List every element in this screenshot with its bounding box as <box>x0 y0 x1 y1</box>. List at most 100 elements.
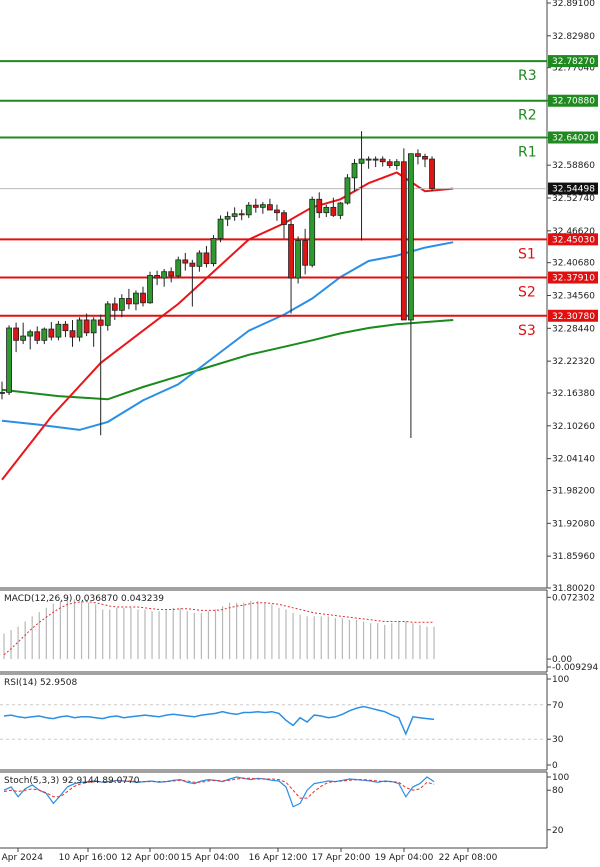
level-label-r3: R3 <box>518 68 537 84</box>
candle-bear <box>400 161 407 321</box>
candle-bull <box>337 202 344 216</box>
candle-bear <box>429 158 435 189</box>
ma-slow-line <box>1 319 454 401</box>
price-tick-label: 32.10260 <box>552 422 595 432</box>
price-tick-label: 32.28440 <box>552 324 595 334</box>
candle-bear <box>365 158 372 161</box>
candle-bull <box>344 177 351 204</box>
candle-bull <box>161 271 168 279</box>
candle-bear <box>422 155 428 160</box>
stoch-panel: 100 80 20 Stoch(5,3,3) 92.9144 89.0770 <box>0 771 569 849</box>
level-tag-r2 <box>548 94 598 107</box>
level-value-r1: 32.64020 <box>552 134 595 144</box>
level-label-r1: R1 <box>518 145 537 161</box>
current-price-tag <box>548 182 598 195</box>
candle-bull <box>358 158 365 164</box>
time-tick-label: 9 Apr 2024 <box>0 853 43 863</box>
candle-bull <box>295 240 302 279</box>
candle-bear <box>13 327 20 341</box>
ma-mid-line <box>1 241 454 431</box>
candle-bull <box>76 319 83 338</box>
macd-title: MACD(12,26,9) 0.036870 0.043239 <box>4 594 164 604</box>
candle-bear <box>316 198 323 214</box>
price-tick-label: 32.52740 <box>552 194 595 204</box>
candle-bear <box>415 153 421 157</box>
candle-bear <box>266 204 273 211</box>
price-tick-label: 32.82980 <box>552 32 595 42</box>
rsi-tick-label: 70 <box>552 701 564 711</box>
candle-bear <box>48 328 55 338</box>
candle-bull <box>175 259 182 277</box>
stoch-tick-label: 80 <box>552 786 564 796</box>
candle-bull <box>147 275 153 304</box>
rsi-title: RSI(14) 52.9508 <box>4 678 77 688</box>
candle-bear <box>140 292 146 304</box>
candle-bull <box>196 252 203 267</box>
time-tick-label: 22 Apr 08:00 <box>439 853 498 863</box>
candle-bear <box>302 240 309 266</box>
ma-fast-line <box>1 171 454 481</box>
candle-bear <box>111 303 118 311</box>
candle-bull <box>309 198 316 266</box>
time-tick-label: 16 Apr 12:00 <box>249 853 308 863</box>
time-tick-label: 10 Apr 16:00 <box>59 853 118 863</box>
level-tag-s1 <box>548 233 598 246</box>
level-tag-r3 <box>548 55 598 68</box>
rsi-line <box>3 705 435 736</box>
level-tag-s2 <box>548 271 598 284</box>
price-tick-label: 31.80020 <box>552 584 595 594</box>
candle-bear <box>379 158 386 163</box>
level-value-r3: 32.78270 <box>552 57 595 67</box>
candle-bear <box>203 252 210 265</box>
candle-bear <box>274 209 280 214</box>
level-value-s2: 32.37910 <box>552 274 595 284</box>
macd-tick-label: 0.00 <box>552 655 572 665</box>
rsi-tick-label: 30 <box>552 735 564 745</box>
candle-bear <box>154 275 161 279</box>
candle-bull <box>90 319 97 334</box>
candle-bear <box>182 259 189 264</box>
candle-bull <box>323 206 330 214</box>
rsi-tick-label: 0 <box>552 761 558 771</box>
candle-bear <box>386 161 393 166</box>
candle-bear <box>34 331 41 341</box>
level-label-s2: S2 <box>518 285 536 301</box>
candle-bull <box>27 331 34 337</box>
price-tick-label: 31.85960 <box>552 552 595 562</box>
candle-bear <box>189 262 196 267</box>
macd-signal-line <box>3 601 435 656</box>
candle-bull <box>20 335 27 341</box>
price-tick-label: 32.40680 <box>552 259 595 269</box>
candle-bull <box>407 153 414 321</box>
macd-tick-label: -0.009294 <box>552 663 598 673</box>
candle-bull <box>217 218 224 239</box>
candle-bull <box>6 327 12 393</box>
price-tick-label: 32.77040 <box>552 64 595 74</box>
time-tick-label: 17 Apr 20:00 <box>312 853 371 863</box>
level-label-s3: S3 <box>518 323 536 339</box>
candle-bear <box>238 213 245 216</box>
candle-bear <box>62 323 69 332</box>
candle-bear <box>97 319 104 326</box>
time-tick-label: 12 Apr 00:00 <box>121 853 180 863</box>
level-value-r2: 32.70880 <box>552 97 595 107</box>
candle-bull <box>351 162 358 179</box>
level-label-s1: S1 <box>518 246 536 262</box>
candle-bear <box>69 330 76 338</box>
stoch-tick-label: 100 <box>552 773 569 783</box>
price-tick-label: 32.58860 <box>552 161 595 171</box>
candle-bear <box>168 271 175 277</box>
price-tick-label: 32.16380 <box>552 389 595 399</box>
candle-bull <box>245 204 252 216</box>
candle-bull <box>224 216 231 220</box>
time-tick-label: 15 Apr 04:00 <box>181 853 240 863</box>
price-tick-label: 31.98200 <box>552 487 595 497</box>
macd-tick-label: 0.072302 <box>552 593 595 603</box>
candle-bull <box>259 204 266 208</box>
candle-bear <box>252 204 259 208</box>
current-price-value: 32.54498 <box>552 185 595 195</box>
macd-panel: 0.072302 0.00-0.009294 MACD(12,26,9) 0.036… <box>0 589 598 673</box>
level-value-s1: 32.45030 <box>552 235 595 245</box>
level-tag-r1 <box>548 131 598 144</box>
